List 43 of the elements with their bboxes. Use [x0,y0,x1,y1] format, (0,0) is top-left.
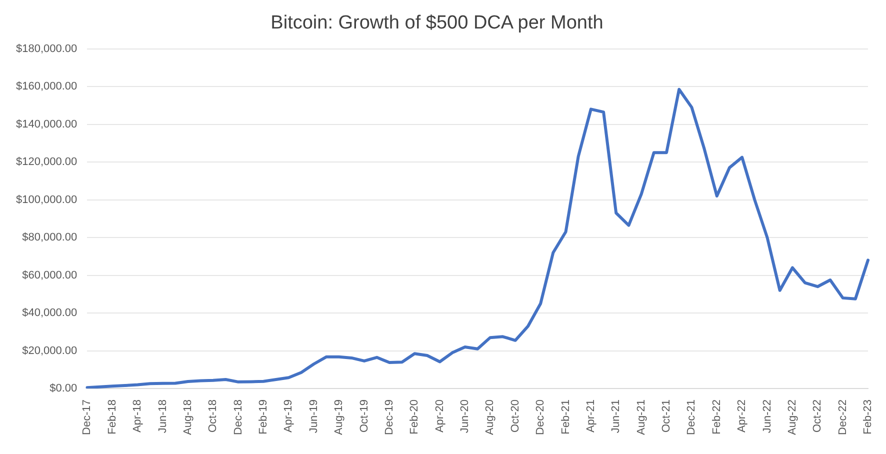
x-tick-label: Feb-19 [258,400,270,434]
x-tick-label: Dec-18 [232,400,244,435]
x-tick-label: Dec-20 [534,400,547,435]
x-tick-label: Jun-20 [459,400,472,434]
x-tick-label: Feb-22 [710,400,723,434]
y-tick-label: $180,000.00 [16,42,78,55]
y-tick-label: $0.00 [50,382,78,395]
x-tick-label: Aug-19 [333,400,346,436]
x-tick-label: Apr-21 [584,400,597,433]
x-tick-label: Feb-20 [408,400,421,434]
y-tick-label: $100,000.00 [16,194,78,206]
x-tick-label: Dec-17 [81,400,94,435]
x-tick-label: Apr-18 [132,400,144,433]
y-tick-label: $120,000.00 [16,156,78,168]
x-tick-label: Dec-22 [836,400,849,435]
x-tick-label: Aug-18 [182,400,194,436]
x-tick-label: Dec-21 [686,400,698,435]
y-tick-label: $80,000.00 [22,232,78,244]
x-tick-label: Jun-21 [610,400,622,434]
x-tick-label: Oct-20 [509,400,522,433]
x-tick-label: Jun-19 [308,400,320,434]
x-tick-label: Feb-18 [106,400,118,434]
y-tick-label: $40,000.00 [22,307,78,320]
x-tick-label: Aug-22 [786,400,798,436]
y-tick-label: $60,000.00 [22,269,78,282]
y-tick-label: $140,000.00 [16,118,78,130]
x-tick-label: Apr-22 [736,400,748,433]
x-tick-label: Apr-19 [282,400,295,433]
chart-title: Bitcoin: Growth of $500 DCA per Month [270,12,604,34]
x-tick-label: Oct-22 [812,400,824,433]
y-tick-label: $20,000.00 [22,344,78,357]
x-tick-label: Oct-21 [660,400,673,433]
x-tick-label: Apr-20 [434,400,446,433]
x-tick-label: Jun-22 [761,400,774,434]
x-tick-label: Oct-19 [358,400,370,433]
y-tick-label: $160,000.00 [16,80,78,93]
x-tick-label: Aug-20 [484,400,496,436]
x-tick-label: Feb-23 [862,400,874,434]
x-tick-label: Aug-21 [635,400,648,436]
x-tick-label: Oct-18 [207,400,220,433]
x-tick-label: Dec-19 [383,400,396,435]
x-tick-label: Jun-18 [156,400,169,434]
x-tick-label: Feb-21 [560,400,572,434]
